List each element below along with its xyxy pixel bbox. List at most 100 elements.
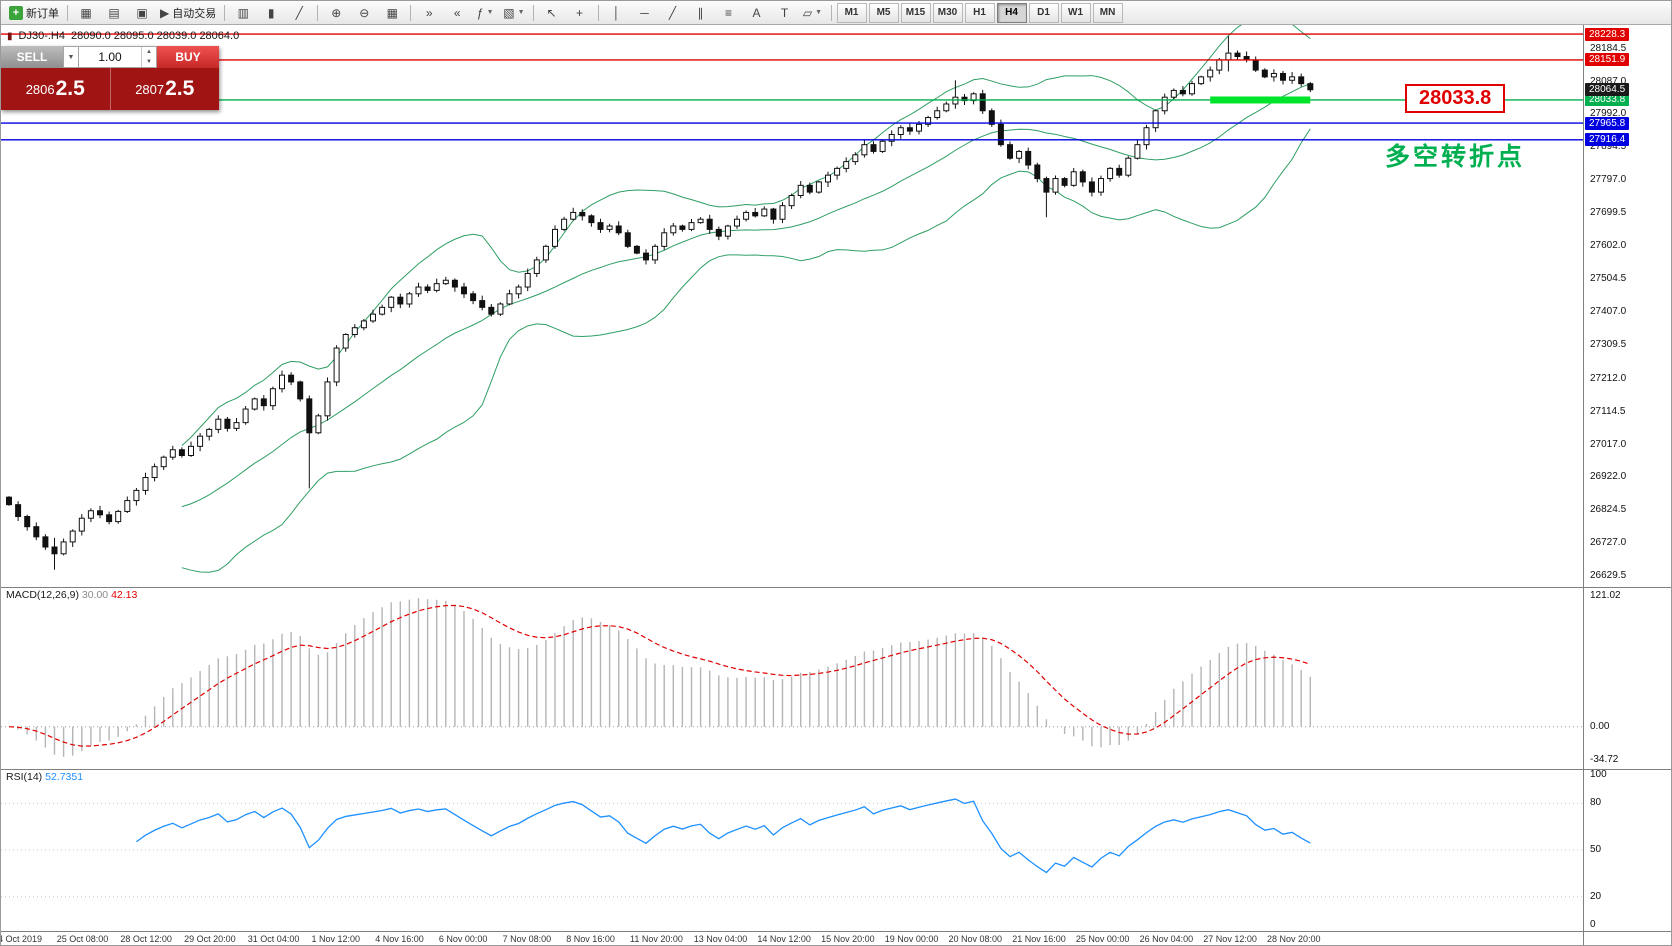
new-order-button-icon: + — [9, 5, 23, 20]
cursor-button-icon: ↖ — [546, 5, 557, 20]
symbol-icon: ▮ — [7, 30, 13, 42]
price-tick: 26922.0 — [1590, 470, 1627, 482]
time-axis-label: 25 Oct 08:00 — [56, 934, 109, 944]
time-axis-label: 4 Nov 16:00 — [375, 934, 424, 944]
charts-grid-icon-icon: ▦ — [80, 5, 92, 20]
timeframe-m5-button[interactable]: M5 — [868, 2, 899, 23]
charts-grid-icon[interactable]: ▦ — [72, 2, 100, 24]
macd-panel[interactable]: MACD(12,26,9) 30.00 42.13 — [1, 587, 1583, 768]
buy-button[interactable]: BUY — [157, 46, 219, 68]
price-tick: 27797.0 — [1590, 174, 1627, 186]
candlestick-button[interactable]: ▮ — [257, 2, 285, 24]
channel-button[interactable]: ∥ — [687, 2, 715, 24]
time-axis-label: 15 Nov 20:00 — [821, 934, 875, 944]
text-button[interactable]: A — [743, 2, 771, 24]
trendline-button[interactable]: ╱ — [659, 2, 687, 24]
timeframe-m1-button[interactable]: M1 — [836, 2, 867, 23]
timeframe-d1-button[interactable]: D1 — [1028, 2, 1059, 23]
time-axis-label: 29 Oct 20:00 — [184, 934, 236, 944]
price-level-tag[interactable]: 28033.8 — [1405, 84, 1506, 113]
stepper-down-icon[interactable]: ▼ — [146, 59, 152, 65]
tile-windows-button[interactable]: ▦ — [378, 2, 406, 24]
arrows-button[interactable]: ▱ ▼ — [799, 2, 827, 24]
vertical-line-button[interactable]: │ — [603, 2, 631, 24]
chart-header: ▮ DJ30-.H4 28090.0 28095.0 28039.0 28064… — [7, 30, 239, 42]
price-tick: 27699.5 — [1590, 207, 1627, 219]
fibonacci-button[interactable]: ≡ — [715, 2, 743, 24]
crosshair-button[interactable]: + — [566, 2, 594, 24]
templates-button[interactable]: ▧ ▼ — [499, 2, 528, 24]
chart-shift-button[interactable]: « — [443, 2, 471, 24]
zoom-in-button[interactable]: ⊕ — [322, 2, 350, 24]
auto-scroll-button-icon: » — [425, 5, 433, 20]
price-tick: 26727.0 — [1590, 536, 1627, 548]
stepper-up-icon[interactable]: ▲ — [146, 49, 152, 55]
volume-input[interactable] — [79, 47, 141, 67]
bar-chart-button[interactable]: ▥ — [229, 2, 257, 24]
volume-stepper[interactable]: ▲ ▼ — [141, 47, 156, 67]
line-chart-button-icon: ╱ — [295, 5, 303, 20]
time-axis[interactable]: 24 Oct 2019 25 Oct 08:00 28 Oct 12:00 29 Oc… — [1, 932, 1583, 945]
buy-price-pips: 2.5 — [165, 77, 195, 100]
label-button[interactable]: T — [771, 2, 799, 24]
level-price-label: 27965.8 — [1585, 116, 1630, 130]
volume-dropdown-button[interactable]: ▼ — [63, 46, 79, 68]
new-order-button[interactable]: + 新订单 — [5, 2, 63, 24]
data-window-icon[interactable]: ▣ — [128, 2, 156, 24]
sell-button[interactable]: SELL — [1, 46, 63, 68]
macd-main-value: 30.00 — [81, 589, 109, 601]
time-axis-label: 28 Oct 12:00 — [120, 934, 172, 944]
level-price-label: 28151.9 — [1585, 53, 1630, 67]
data-window-icon-icon: ▣ — [136, 5, 148, 20]
panel-splitter[interactable] — [1, 587, 1671, 588]
candlestick-button-icon: ▮ — [267, 5, 275, 20]
main-chart-panel[interactable]: ▮ DJ30-.H4 28090.0 28095.0 28039.0 28064… — [1, 25, 1583, 586]
bid-price-label: 28064.5 — [1585, 83, 1630, 97]
indicators-button[interactable]: ƒ ▼ — [471, 2, 499, 24]
level-price-label: 28228.3 — [1585, 27, 1630, 41]
profile-icon[interactable]: ▤ — [100, 2, 128, 24]
timeframe-w1-button[interactable]: W1 — [1060, 2, 1091, 23]
panel-splitter[interactable] — [1, 769, 1671, 770]
macd-signal-value: 42.13 — [111, 589, 138, 601]
arrows-button-icon: ▱ — [802, 5, 813, 20]
rsi-panel[interactable]: RSI(14) 52.7351 — [1, 769, 1583, 931]
buy-price[interactable]: 2807 2.5 — [111, 68, 220, 110]
horizontal-line-button[interactable]: ─ — [631, 2, 659, 24]
panel-splitter[interactable] — [1, 931, 1671, 932]
time-axis-label: 14 Nov 12:00 — [757, 934, 811, 944]
timeframe-h4-button[interactable]: H4 — [996, 2, 1027, 23]
time-axis-label: 20 Nov 08:00 — [948, 934, 1003, 944]
auto-trading-button-icon: ▶ — [160, 5, 170, 20]
line-chart-button[interactable]: ╱ — [285, 2, 313, 24]
price-tick: 27602.0 — [1590, 240, 1627, 252]
chart-plots[interactable]: ▮ DJ30-.H4 28090.0 28095.0 28039.0 28064… — [1, 25, 1583, 945]
price-tick: 28087.0 — [1590, 75, 1627, 87]
rsi-scale: 100 80 50 20 0 — [1584, 769, 1671, 931]
time-axis-label: 19 Nov 00:00 — [884, 934, 939, 944]
macd-scale-max: 121.02 — [1590, 590, 1621, 601]
auto-trading-button[interactable]: ▶ 自动交易 — [156, 2, 220, 24]
timeframe-m15-button[interactable]: M15 — [900, 2, 931, 23]
rsi-scale-tick: 100 — [1590, 769, 1607, 780]
tile-windows-button-icon: ▦ — [386, 5, 398, 20]
timeframe-h1-button[interactable]: H1 — [964, 2, 995, 23]
price-tick: 28184.5 — [1590, 42, 1627, 54]
rsi-scale-tick: 80 — [1590, 797, 1602, 809]
timeframe-m30-button[interactable]: M30 — [932, 2, 963, 23]
time-axis-label: 1 Nov 12:00 — [311, 934, 361, 944]
candlestick-chart[interactable] — [1, 25, 1583, 586]
chart-shift-button-icon: « — [453, 5, 461, 20]
zoom-out-button[interactable]: ⊖ — [350, 2, 378, 24]
sell-price[interactable]: 2806 2.5 — [1, 68, 111, 110]
price-scale-column[interactable]: 28184.5 28087.0 27992.0 27894.5 27797.0 27699… — [1583, 25, 1671, 945]
time-axis-label: 28 Nov 20:00 — [1267, 934, 1321, 944]
rsi-scale-tick: 50 — [1590, 844, 1602, 855]
cursor-button[interactable]: ↖ — [538, 2, 566, 24]
label-button-icon: T — [780, 5, 789, 20]
chevron-down-icon: ▼ — [67, 53, 75, 61]
macd-scale-zero: 0.00 — [1590, 720, 1610, 732]
auto-scroll-button[interactable]: » — [415, 2, 443, 24]
main-price-scale[interactable]: 28184.5 28087.0 27992.0 27894.5 27797.0 27699… — [1584, 25, 1671, 586]
timeframe-mn-button[interactable]: MN — [1092, 2, 1123, 23]
